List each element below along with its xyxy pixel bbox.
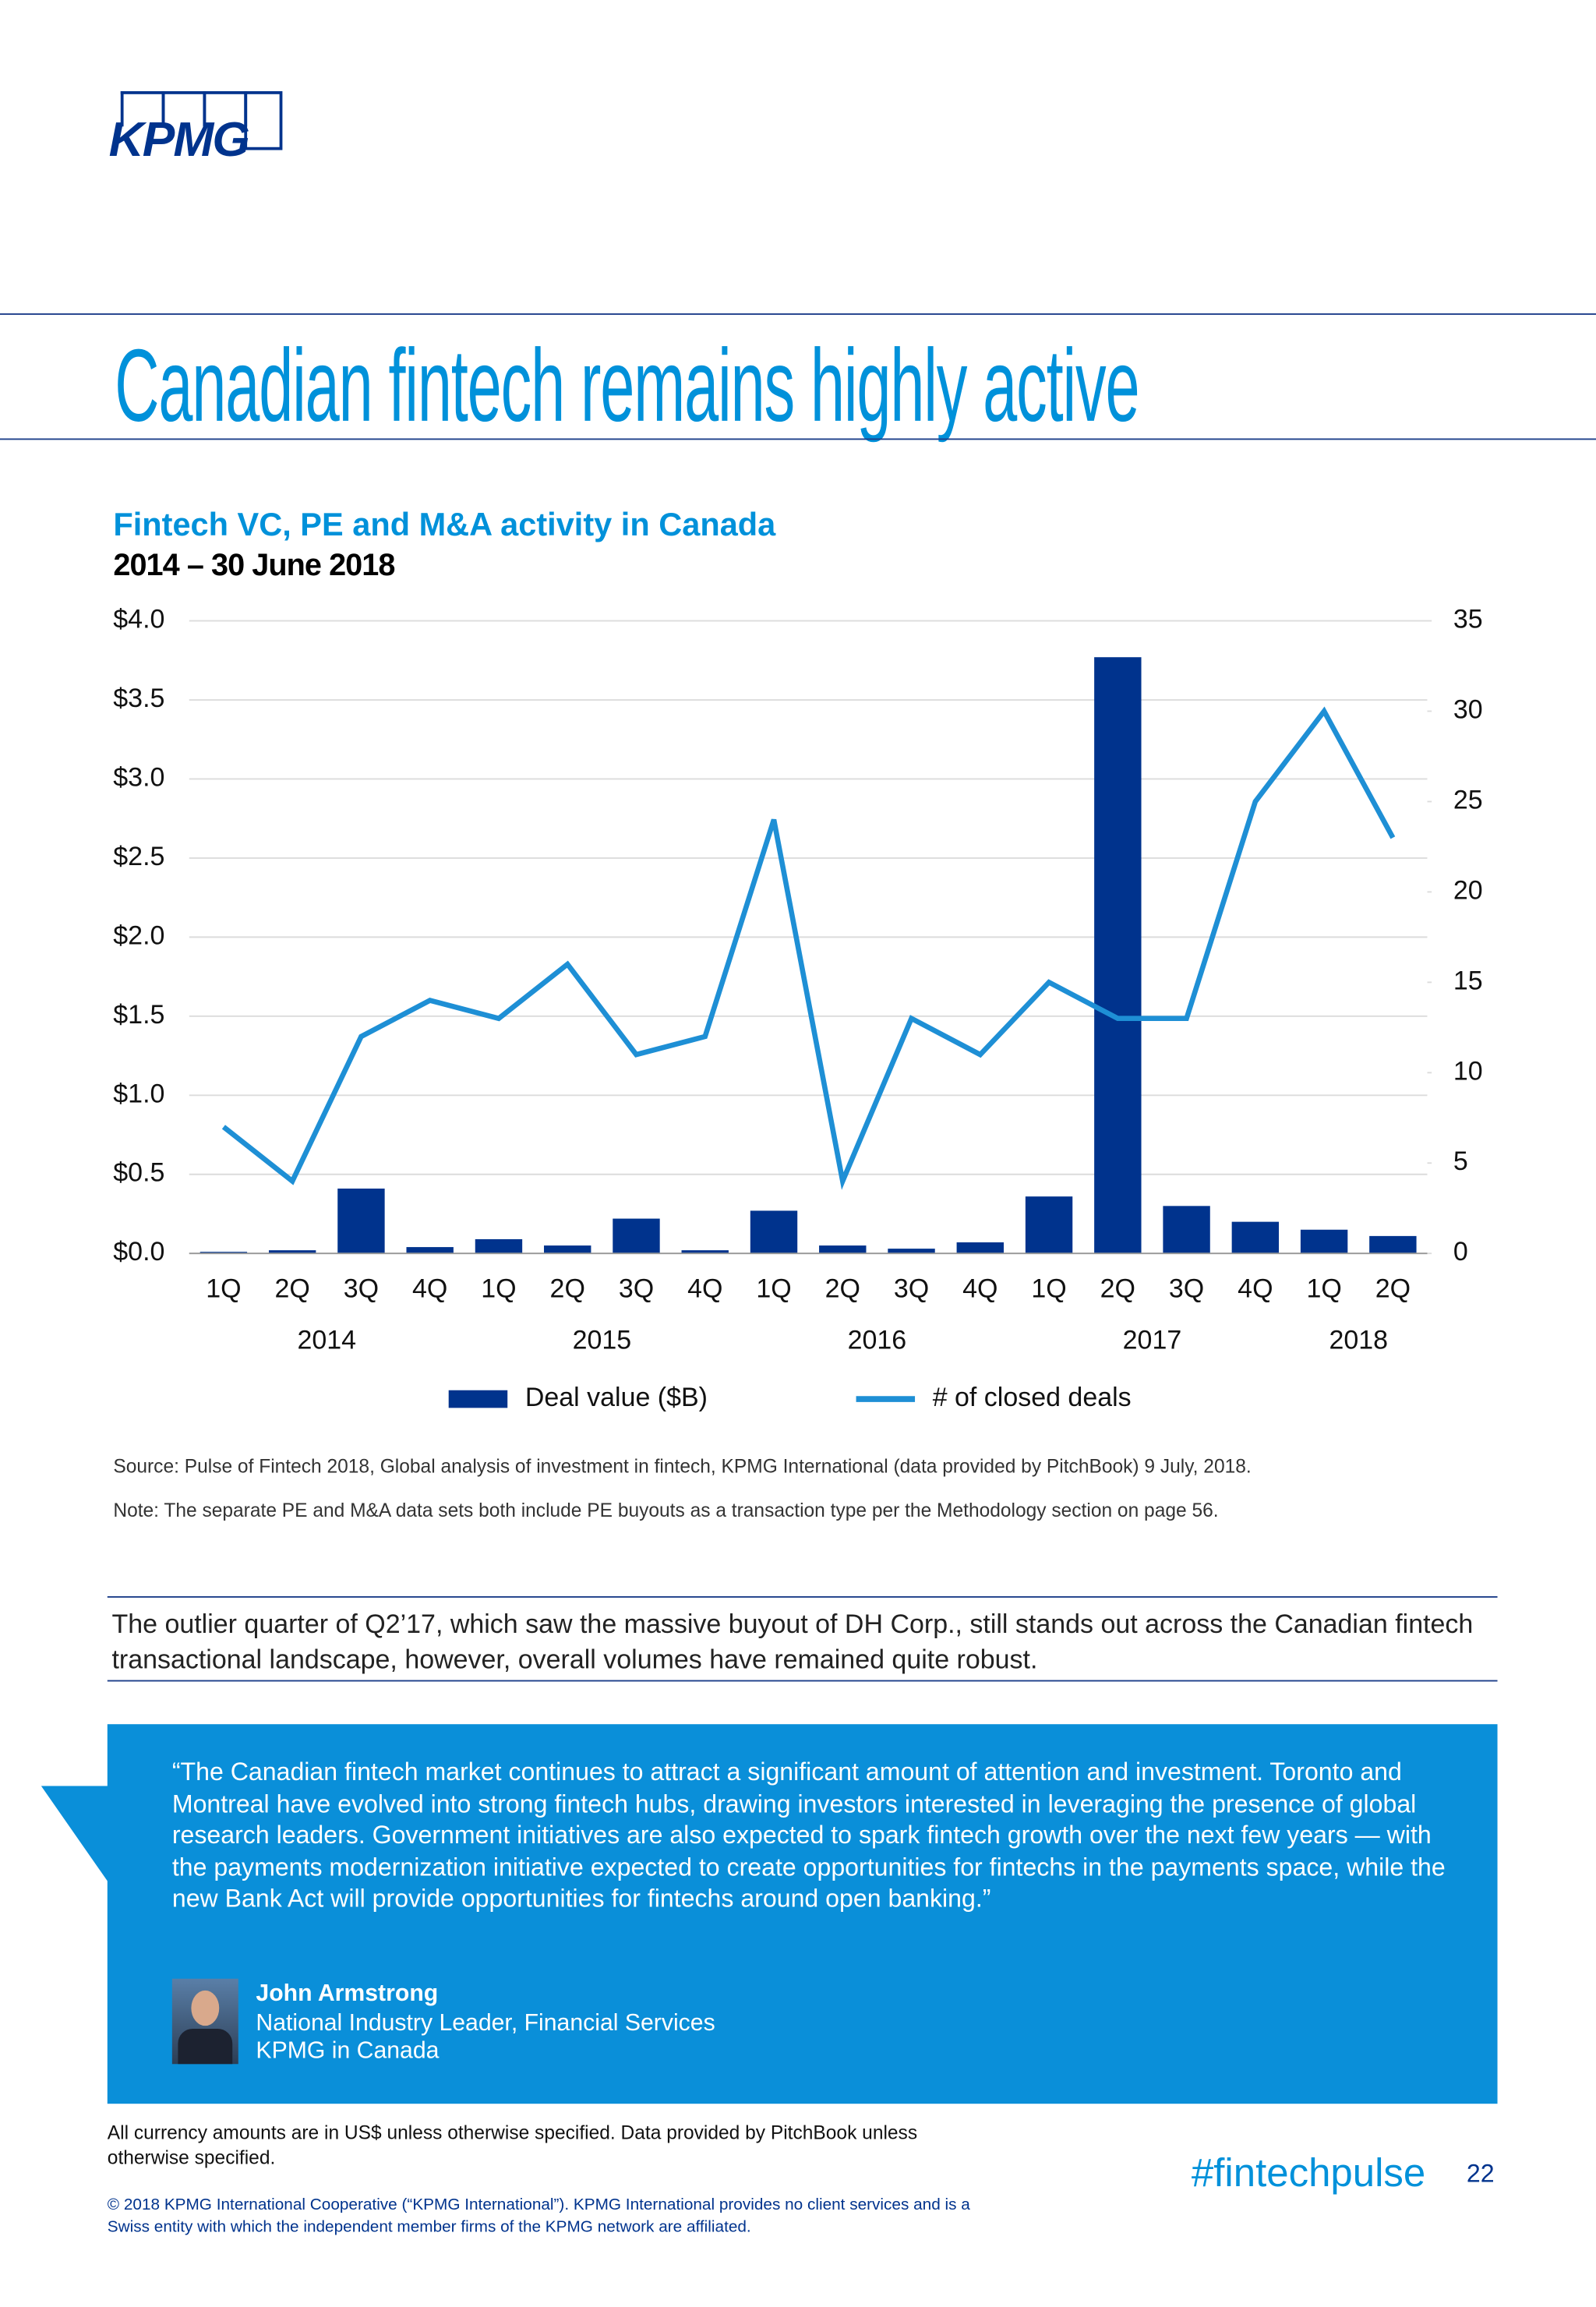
- x-tick-label: 3Q: [894, 1274, 929, 1303]
- year-label: 2017: [1123, 1325, 1182, 1355]
- chart: $0.0 $0.5 $1.0 $1.5 $2.0 $2.5 $3.0 $3.5 $4.0 0 5 10…: [113, 605, 1483, 1413]
- quote-org: KPMG in Canada: [256, 2039, 440, 2065]
- y2-tick-label: 10: [1453, 1056, 1483, 1086]
- x-tick-label: 1Q: [481, 1274, 516, 1303]
- logo-text: KPMG: [108, 111, 250, 167]
- y-tick-label: $4.0: [113, 605, 164, 634]
- y2-tick-label: 0: [1453, 1237, 1468, 1267]
- quote-box: “The Canadian fintech market continues t…: [107, 1724, 1498, 2104]
- x-tick-label: 2Q: [825, 1274, 860, 1303]
- year-label: 2015: [573, 1325, 632, 1355]
- y-tick-label: $0.5: [113, 1158, 164, 1188]
- legend-label: # of closed deals: [933, 1383, 1132, 1412]
- quote-name: John Armstrong: [256, 1981, 439, 2007]
- x-tick-label: 2Q: [550, 1274, 585, 1303]
- bar: [1094, 657, 1142, 1254]
- summary: The outlier quarter of Q2’17, which saw …: [111, 1609, 1474, 1675]
- y2-tick-label: 20: [1453, 875, 1483, 905]
- page-number: 22: [1466, 2159, 1495, 2188]
- year-label: 2014: [298, 1325, 357, 1355]
- legend-label: Deal value ($B): [525, 1383, 708, 1412]
- bar: [1025, 1196, 1073, 1254]
- x-tick-label: 1Q: [206, 1274, 241, 1303]
- quote-role: National Industry Leader, Financial Serv…: [256, 2011, 715, 2037]
- x-tick-label: 3Q: [619, 1274, 654, 1303]
- x-tick-label: 2Q: [275, 1274, 310, 1303]
- bar: [750, 1210, 798, 1254]
- portrait: [171, 1978, 238, 2065]
- x-tick-label: 2Q: [1375, 1274, 1411, 1303]
- rule: [0, 313, 1596, 315]
- source: Source: Pulse of Fintech 2018, Global an…: [113, 1454, 1252, 1478]
- bar: [1300, 1229, 1348, 1254]
- chart-subtitle: 2014 – 30 June 2018: [113, 549, 395, 583]
- x-tick-label: 2Q: [1100, 1274, 1135, 1303]
- x-tick-label: 1Q: [1306, 1274, 1341, 1303]
- line: [221, 706, 1396, 1190]
- hashtag: #fintechpulse: [1191, 2150, 1426, 2196]
- bar: [888, 1249, 935, 1254]
- x-tick-label: 4Q: [1238, 1274, 1273, 1303]
- y-tick-label: $3.5: [113, 684, 164, 713]
- bar: [1163, 1206, 1210, 1254]
- y2-tick-label: 15: [1453, 966, 1483, 995]
- x-tick-label: 4Q: [687, 1274, 722, 1303]
- x-tick-label: 1Q: [756, 1274, 791, 1303]
- callout-tail: [41, 1786, 109, 1884]
- y-tick-label: $2.5: [113, 842, 164, 871]
- bar: [819, 1245, 867, 1254]
- copyright: © 2018 KPMG International Cooperative (“…: [107, 2196, 970, 2237]
- y-tick-label: $2.0: [113, 920, 164, 950]
- note: Note: The separate PE and M&A data sets …: [113, 1499, 1219, 1521]
- bar: [956, 1242, 1004, 1254]
- rule: [0, 438, 1596, 440]
- y2-tick-label: 25: [1453, 785, 1483, 814]
- y2-tick-label: 35: [1453, 605, 1483, 634]
- x-tick-label: 1Q: [1031, 1274, 1066, 1303]
- disclaimer: All currency amounts are in US$ unless o…: [107, 2121, 918, 2169]
- summary-box: The outlier quarter of Q2’17, which saw …: [107, 1596, 1498, 1682]
- quote-text: “The Canadian fintech market continues t…: [171, 1758, 1446, 1913]
- page-title: Canadian fintech remains highly active: [115, 327, 1139, 443]
- bar: [200, 1252, 248, 1254]
- year-label: 2018: [1329, 1325, 1388, 1355]
- chart-title: Fintech VC, PE and M&A activity in Canad…: [113, 506, 776, 543]
- bar: [613, 1218, 660, 1254]
- y-tick-label: $0.0: [113, 1237, 164, 1267]
- bar: [681, 1250, 729, 1254]
- year-label: 2016: [848, 1325, 907, 1355]
- bar: [1231, 1221, 1280, 1254]
- x-tick-label: 4Q: [962, 1274, 998, 1303]
- legend-swatch: [448, 1390, 508, 1408]
- bar: [1369, 1235, 1417, 1254]
- logo: KPMG: [109, 91, 283, 166]
- bar: [475, 1238, 523, 1254]
- x-tick-label: 3Q: [1169, 1274, 1204, 1303]
- y2-tick-label: 30: [1453, 694, 1483, 724]
- y-tick-label: $1.0: [113, 1079, 164, 1108]
- bar: [337, 1189, 385, 1254]
- y-tick-label: $3.0: [113, 762, 164, 792]
- y2-tick-label: 5: [1453, 1146, 1468, 1176]
- y-tick-label: $1.5: [113, 1000, 164, 1030]
- bar: [406, 1247, 454, 1254]
- bar: [268, 1250, 316, 1254]
- bar: [544, 1245, 591, 1254]
- x-tick-label: 3Q: [344, 1274, 379, 1303]
- x-tick-label: 4Q: [412, 1274, 447, 1303]
